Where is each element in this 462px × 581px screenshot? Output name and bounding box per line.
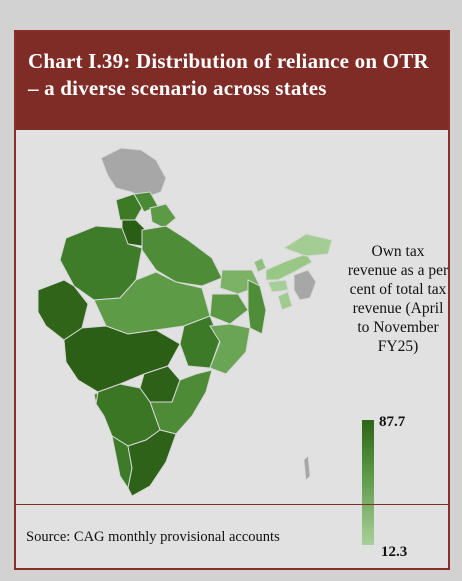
legend-title: Own tax revenue as a per cent of total t… xyxy=(347,243,449,355)
region-punjab xyxy=(115,193,143,223)
region-andhra-pradesh xyxy=(149,369,213,435)
india-choropleth-map xyxy=(37,147,333,497)
region-uttar-pradesh xyxy=(141,225,223,287)
region-uttarakhand xyxy=(149,203,177,229)
region-jharkhand xyxy=(209,293,249,325)
region-northeast-nodata xyxy=(293,269,317,301)
map-area: Own tax revenue as a per cent of total t… xyxy=(16,130,449,560)
region-arunachal xyxy=(282,233,333,257)
legend-color-scale xyxy=(362,420,374,545)
chart-title: Chart I.39: Distribution of reliance on … xyxy=(16,32,448,130)
legend-min-label: 12.3 xyxy=(381,544,408,560)
source-divider xyxy=(16,504,448,505)
region-west-bengal xyxy=(247,279,267,335)
region-sikkim xyxy=(253,257,267,273)
region-andaman-islands xyxy=(303,455,311,481)
region-assam xyxy=(265,253,313,281)
legend-max-label: 87.7 xyxy=(379,414,406,430)
region-odisha xyxy=(209,323,251,375)
source-note: Source: CAG monthly provisional accounts xyxy=(26,529,280,545)
region-tripura xyxy=(277,291,293,311)
region-tamil-nadu xyxy=(127,429,177,497)
region-meghalaya xyxy=(267,279,289,293)
chart-frame: Chart I.39: Distribution of reliance on … xyxy=(14,30,450,570)
region-jammu-kashmir xyxy=(100,147,167,199)
